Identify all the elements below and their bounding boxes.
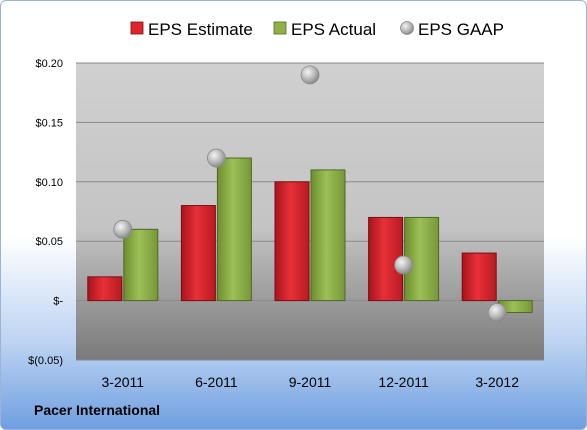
y-axis-ticks: $0.20 $0.15 $0.10 $0.05 $- $(0.05): [28, 58, 63, 367]
eps-estimate-bar: [180, 205, 216, 302]
eps-gaap-marker: [487, 303, 507, 322]
x-tick-label: 9-2011: [289, 374, 332, 390]
eps-estimate-bar: [461, 252, 497, 302]
eps-gaap-marker: [113, 219, 133, 239]
x-tick-label: 12-2011: [378, 374, 429, 390]
y-tick-label: $0.20: [35, 58, 63, 70]
legend-swatch-actual: [273, 21, 287, 35]
eps-estimate-bar: [87, 276, 123, 302]
legend: EPS Estimate EPS Actual EPS GAAP: [130, 20, 504, 39]
bars: [87, 157, 533, 313]
gaap-markers: [113, 65, 507, 322]
x-tick-label: 3-2012: [475, 374, 519, 390]
y-tick-label: $0.05: [35, 236, 63, 248]
legend-swatch-estimate: [130, 21, 144, 35]
legend-swatch-gaap: [400, 21, 414, 35]
legend-label: EPS GAAP: [418, 20, 504, 39]
plot-area: [76, 63, 544, 360]
eps-estimate-bar: [274, 181, 310, 302]
x-axis-ticks: 3-2011 6-2011 9-2011 12-2011 3-2012: [102, 374, 520, 390]
eps-actual-bar: [216, 157, 252, 302]
company-name: Pacer International: [34, 402, 161, 418]
eps-actual-bar: [310, 169, 346, 302]
y-tick-label: $0.15: [35, 117, 63, 129]
legend-label: EPS Actual: [291, 20, 376, 39]
eps-gaap-marker: [394, 255, 414, 275]
x-tick-label: 3-2011: [102, 374, 145, 390]
legend-label: EPS Estimate: [148, 20, 253, 39]
eps-gaap-marker: [206, 148, 226, 168]
y-tick-label: $-: [53, 296, 63, 308]
y-tick-label: $(0.05): [28, 355, 63, 367]
eps-actual-bar: [123, 228, 159, 302]
x-tick-label: 6-2011: [195, 374, 238, 390]
y-tick-label: $0.10: [35, 177, 63, 189]
eps-gaap-marker: [300, 65, 320, 85]
